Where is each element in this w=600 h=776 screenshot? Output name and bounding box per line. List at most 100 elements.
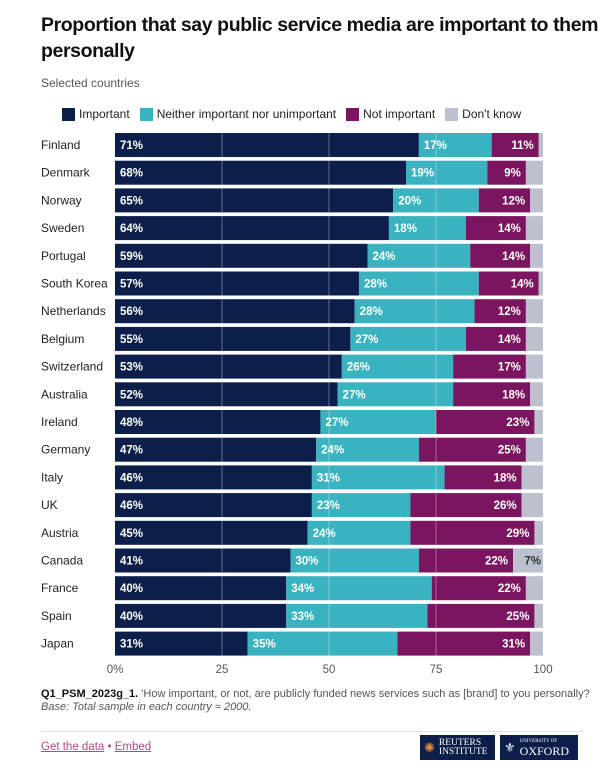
bar-segment — [474, 299, 526, 324]
data-label: 27% — [355, 334, 378, 346]
divider — [41, 731, 584, 732]
bar-segment — [115, 382, 338, 407]
country-label: Australia — [41, 387, 88, 401]
chart-subtitle: Selected countries — [41, 76, 140, 90]
chart-title: Proportion that say public service media… — [41, 14, 599, 62]
get-data-link[interactable]: Get the data — [41, 741, 105, 753]
data-label: 14% — [502, 251, 525, 263]
country-label: Canada — [41, 554, 83, 568]
bar-segment — [453, 382, 531, 407]
legend-swatch — [139, 107, 153, 121]
bar-segment — [534, 520, 543, 545]
bar-segment — [316, 437, 419, 462]
bar-segment — [115, 299, 355, 324]
data-label: 24% — [321, 445, 344, 457]
reuters-institute-logo[interactable]: ✺ REUTERS INSTITUTE — [420, 735, 495, 760]
bar-segment — [320, 410, 436, 434]
data-label: 71% — [120, 140, 143, 152]
country-label: Germany — [41, 443, 90, 457]
x-tick-label: 0% — [107, 664, 124, 676]
bar-segment — [538, 133, 543, 157]
data-label: 11% — [511, 140, 533, 152]
bar-segment — [337, 382, 454, 407]
bar-segment — [410, 493, 522, 518]
data-label: 35% — [253, 639, 276, 651]
data-label: 18% — [494, 472, 517, 484]
bar-segment — [115, 437, 317, 462]
data-label: 27% — [343, 389, 366, 401]
data-label: 40% — [120, 611, 143, 623]
country-label: Belgium — [41, 332, 84, 346]
bar-segment — [530, 631, 543, 656]
data-label: 17% — [424, 140, 447, 152]
embed-link[interactable]: Embed — [114, 741, 152, 753]
data-label: 23% — [317, 500, 340, 512]
x-tick-label: 50 — [323, 664, 336, 676]
bar-segment — [350, 326, 466, 351]
country-label: Finland — [41, 138, 80, 152]
data-label: 31% — [317, 472, 340, 484]
data-label: 52% — [120, 389, 143, 401]
country-label: South Korea — [41, 277, 108, 291]
bar-segment — [470, 243, 531, 268]
country-label: Spain — [41, 609, 72, 623]
bar-segment — [436, 410, 535, 434]
data-label: 14% — [511, 279, 534, 291]
bar-segment — [465, 326, 526, 351]
country-label: Italy — [41, 470, 63, 484]
data-label: 18% — [394, 223, 417, 235]
data-label: 48% — [120, 417, 143, 429]
bar-segment — [406, 160, 488, 185]
bar-segment — [530, 243, 543, 268]
bar-segment — [538, 271, 543, 296]
bar-segment — [115, 576, 287, 601]
bar-segment — [530, 188, 543, 213]
bar-segment — [491, 133, 539, 157]
footer-links: Get the data • Embed — [41, 741, 151, 753]
data-label: 64% — [120, 223, 143, 235]
data-label: 28% — [364, 279, 387, 291]
bar-segment — [115, 520, 308, 545]
bar-segment — [525, 216, 543, 241]
bar-segment — [115, 271, 359, 296]
data-label: 56% — [120, 306, 143, 318]
question-text: 'How important, or not, are publicly fun… — [141, 688, 590, 700]
bar-segment — [513, 548, 543, 573]
bar-segment — [311, 465, 445, 490]
data-label: 46% — [120, 472, 143, 484]
legend-label: Neither important nor unimportant — [156, 107, 337, 121]
logo-text: OXFORD — [519, 743, 569, 758]
bar-segment — [341, 354, 454, 379]
bar-segment — [290, 548, 419, 573]
legend-swatch — [346, 107, 360, 121]
x-tick-label: 75 — [430, 664, 443, 676]
bar-segment — [431, 576, 526, 601]
separator: • — [107, 741, 112, 753]
data-label: 59% — [120, 251, 143, 263]
country-label: Netherlands — [41, 304, 106, 318]
bar-segment — [115, 548, 291, 573]
data-label: 29% — [506, 528, 529, 540]
bar-segment — [534, 603, 543, 628]
legend-swatch — [445, 107, 459, 121]
bar-segment — [115, 493, 312, 518]
legend-label: Important — [79, 107, 130, 121]
bar-segment — [525, 299, 543, 324]
bar-segment — [393, 188, 479, 213]
data-label: 41% — [120, 556, 143, 568]
data-label: 20% — [398, 195, 421, 207]
base-note: Base: Total sample in each country ≈ 200… — [41, 701, 252, 713]
bar-segment — [115, 216, 389, 241]
data-label: 57% — [120, 279, 143, 291]
data-label: 45% — [120, 528, 143, 540]
bar-segment — [525, 354, 543, 379]
oxford-logo[interactable]: ⚜ UNIVERSITY OF OXFORD — [500, 735, 578, 760]
bar-segment — [453, 354, 526, 379]
bar-segment — [410, 520, 535, 545]
data-label: 23% — [506, 417, 529, 429]
data-label: 55% — [120, 334, 143, 346]
x-tick-label: 100 — [533, 664, 552, 676]
data-label: 12% — [498, 306, 521, 318]
bar-segment — [286, 576, 432, 601]
country-label: Denmark — [41, 166, 91, 180]
